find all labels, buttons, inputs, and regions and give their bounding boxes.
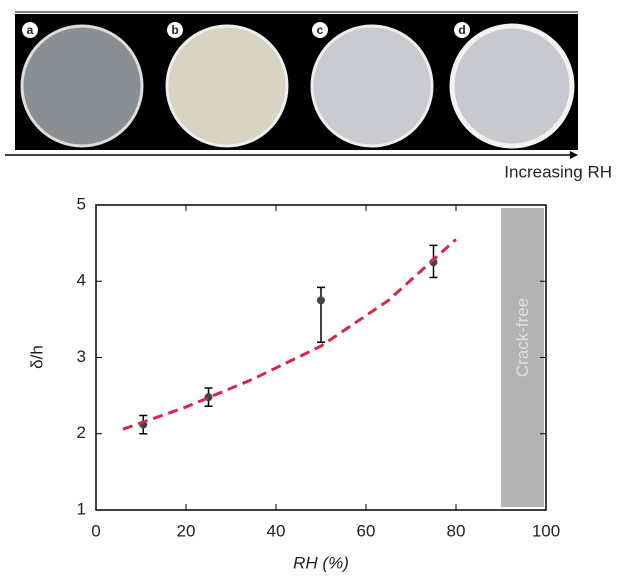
y-tick-label: 4: [77, 271, 86, 290]
panel-badge: [22, 22, 38, 38]
panel-label: c: [317, 23, 324, 37]
photo-d: [449, 23, 575, 149]
arrow-head: [570, 151, 578, 159]
y-tick-label: 5: [77, 194, 86, 213]
photo-b: [165, 24, 289, 148]
y-tick-label: 3: [77, 347, 86, 366]
plot-frame: [95, 204, 547, 511]
x-tick-label: 20: [177, 521, 196, 540]
photo-c: [310, 24, 434, 148]
y-tick-label: 2: [77, 423, 86, 442]
panel-badge: [312, 22, 328, 38]
panel-label: d: [458, 23, 465, 37]
panel-label: b: [171, 23, 178, 37]
x-tick-label: 0: [91, 521, 100, 540]
x-tick-label: 40: [267, 521, 286, 540]
panel-badge: [167, 22, 183, 38]
photo-a: [20, 24, 144, 148]
arrow-label: Increasing RH: [504, 162, 612, 181]
error-bar: [317, 286, 325, 343]
crack-free-region: [501, 208, 544, 507]
x-axis-label: RH (%): [293, 553, 349, 572]
region-label: Crack-free: [513, 298, 532, 377]
x-tick-label: 100: [532, 521, 560, 540]
x-tick-label: 60: [357, 521, 376, 540]
panel-badge: [454, 22, 470, 38]
photos: [20, 23, 575, 149]
panel-label: a: [27, 23, 34, 37]
y-tick-label: 1: [77, 499, 86, 518]
x-tick-label: 80: [447, 521, 466, 540]
fit-line: [122, 238, 458, 431]
data-point: [317, 296, 325, 305]
y-axis-label: δ/h: [27, 345, 46, 369]
